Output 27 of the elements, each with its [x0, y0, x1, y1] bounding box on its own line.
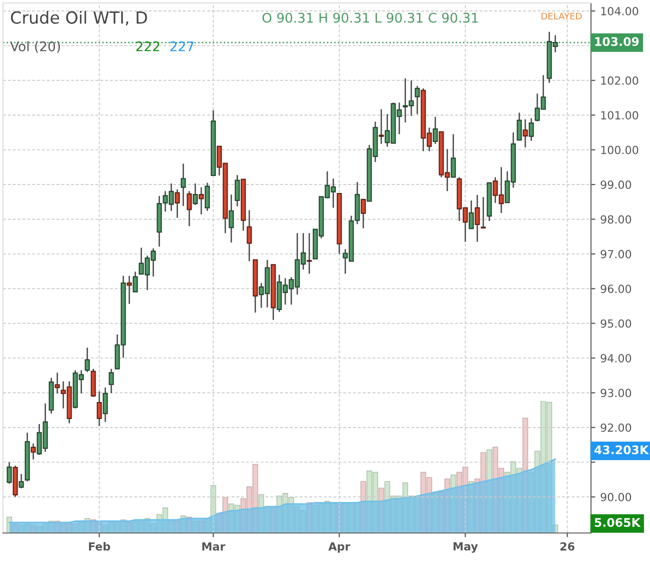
y-tick-label: 92.00	[600, 423, 632, 432]
y-tick-label: 104.00	[601, 6, 638, 16]
y-tick-label: 101.00	[601, 111, 638, 120]
y-tick-label: 95.00	[600, 319, 632, 328]
y-tick-label: 98.00	[600, 215, 632, 224]
x-tick-label: Apr	[328, 542, 350, 553]
y-tick-label: 102.00	[601, 76, 638, 85]
x-tick-label: 26	[560, 542, 574, 551]
y-tick-label: 93.00	[600, 388, 632, 398]
x-tick-label: Mar	[202, 542, 226, 551]
y-tick-label: 99.00	[600, 180, 632, 189]
annotation: 222	[136, 41, 160, 52]
annotation: DELAYED	[542, 12, 582, 20]
annotation: 227	[170, 41, 194, 52]
x-tick-label: May	[454, 542, 478, 553]
ref-line-label: 103.09	[595, 37, 639, 46]
y-tick-label: 90.00	[600, 492, 632, 502]
text: 5.065K	[594, 518, 641, 527]
y-tick-label: 96.00	[600, 284, 632, 294]
text: 43.203K	[594, 445, 649, 454]
annotation: Vol (20)	[10, 41, 60, 53]
chart-title: Crude Oil WTI, D	[10, 10, 147, 26]
annotation: O 90.31 H 90.31 L 90.31 C 90.31	[262, 12, 478, 23]
x-tick-label: Feb	[89, 542, 110, 551]
y-tick-label: 94.00	[600, 354, 632, 362]
y-tick-label: 100.00	[601, 146, 638, 154]
y-tick-label: 97.00	[600, 250, 632, 258]
